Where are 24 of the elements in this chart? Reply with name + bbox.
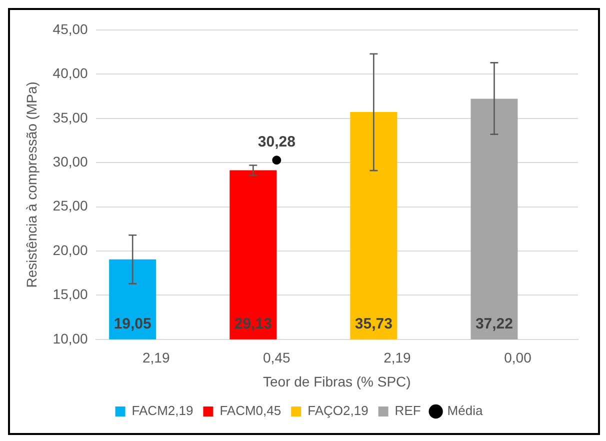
data-label: 29,13 [234,316,272,333]
y-tick-label: 35,00 [52,109,88,126]
data-label: 37,22 [475,316,513,333]
y-tick-label: 10,00 [52,330,88,346]
y-tick-label: 20,00 [52,242,88,258]
x-tick-label: 2,19 [142,350,170,366]
y-tick-label: 40,00 [52,65,88,82]
data-label: 19,05 [114,316,152,333]
legend-label: FACM0,45 [220,403,282,418]
x-tick-label: 2,19 [384,350,412,366]
y-tick-label: 15,00 [52,286,88,302]
data-label: 30,28 [258,133,296,150]
y-tick-label: 30,00 [52,153,88,170]
legend-label: FACM2,19 [132,403,194,418]
x-tick-label: 0,45 [263,350,290,366]
legend-label: FAÇO2,19 [308,403,368,418]
legend-label: Média [447,403,484,418]
y-tick-label: 45,00 [52,20,88,37]
y-axis-title: Resistência à compressão (MPa) [23,82,40,288]
x-tick-label: 0,00 [504,350,532,366]
y-tick-label: 25,00 [52,198,88,214]
legend-label: REF [394,403,421,418]
x-axis-title: Teor de Fibras (% SPC) [263,373,411,390]
data-label: 35,73 [354,316,392,333]
